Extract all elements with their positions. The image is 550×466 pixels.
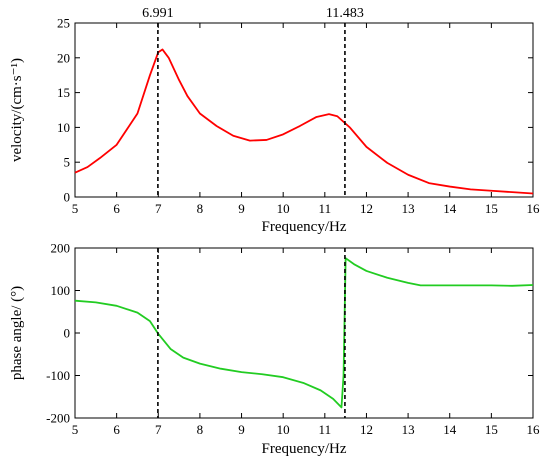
x-tick-label: 11 <box>319 422 332 437</box>
y-tick-label: 200 <box>51 241 71 256</box>
y-tick-label: 100 <box>51 283 71 298</box>
x-tick-label: 16 <box>527 422 541 437</box>
x-tick-label: 14 <box>443 422 457 437</box>
x-tick-label: 12 <box>360 422 373 437</box>
y-tick-label: -100 <box>46 368 70 383</box>
series-line <box>74 257 534 409</box>
y-tick-label: 25 <box>57 16 70 31</box>
x-tick-label: 5 <box>72 422 79 437</box>
x-tick-label: 11 <box>319 201 332 216</box>
marker-label: 6.991 <box>142 6 174 21</box>
phase-angle-chart: 5 6 7 8 9 10 11 12 13 14 15 16 -200 -100 0 100 200 Freque… <box>9 241 540 458</box>
y-tick-label: 5 <box>64 155 71 170</box>
x-tick-label: 8 <box>197 422 204 437</box>
series-line <box>74 48 534 195</box>
x-tick-label: 13 <box>402 422 415 437</box>
y-tick-label: 0 <box>64 326 71 341</box>
x-tick-label: 6 <box>113 201 120 216</box>
x-tick-label: 10 <box>277 201 290 216</box>
plot-frame <box>74 22 534 198</box>
x-axis-title: Frequency/Hz <box>262 219 347 235</box>
x-tick-label: 9 <box>238 422 245 437</box>
y-axis-title: velocity/(cm·s⁻¹) <box>9 58 25 162</box>
plot-frame <box>74 247 534 419</box>
x-axis-title: Frequency/Hz <box>262 441 347 457</box>
x-tick-label: 15 <box>485 422 498 437</box>
y-axis-title: phase angle/ (°) <box>9 286 25 380</box>
x-tick-label: 7 <box>155 201 162 216</box>
y-tick-label: 20 <box>57 50 70 65</box>
y-tick-label: 15 <box>57 85 70 100</box>
x-tick-label: 16 <box>527 201 541 216</box>
x-tick-label: 10 <box>277 422 290 437</box>
y-tick-label: 0 <box>64 190 71 205</box>
x-tick-label: 15 <box>485 201 498 216</box>
marker-label: 11.483 <box>326 6 364 21</box>
x-tick-label: 6 <box>113 422 120 437</box>
x-tick-label: 7 <box>155 422 162 437</box>
x-tick-label: 9 <box>238 201 245 216</box>
y-tick-label: -200 <box>46 411 70 426</box>
x-tick-label: 8 <box>197 201 204 216</box>
y-tick-label: 10 <box>57 120 70 135</box>
x-tick-label: 14 <box>443 201 457 216</box>
x-tick-label: 12 <box>360 201 373 216</box>
x-tick-label: 5 <box>72 201 79 216</box>
x-tick-label: 13 <box>402 201 415 216</box>
